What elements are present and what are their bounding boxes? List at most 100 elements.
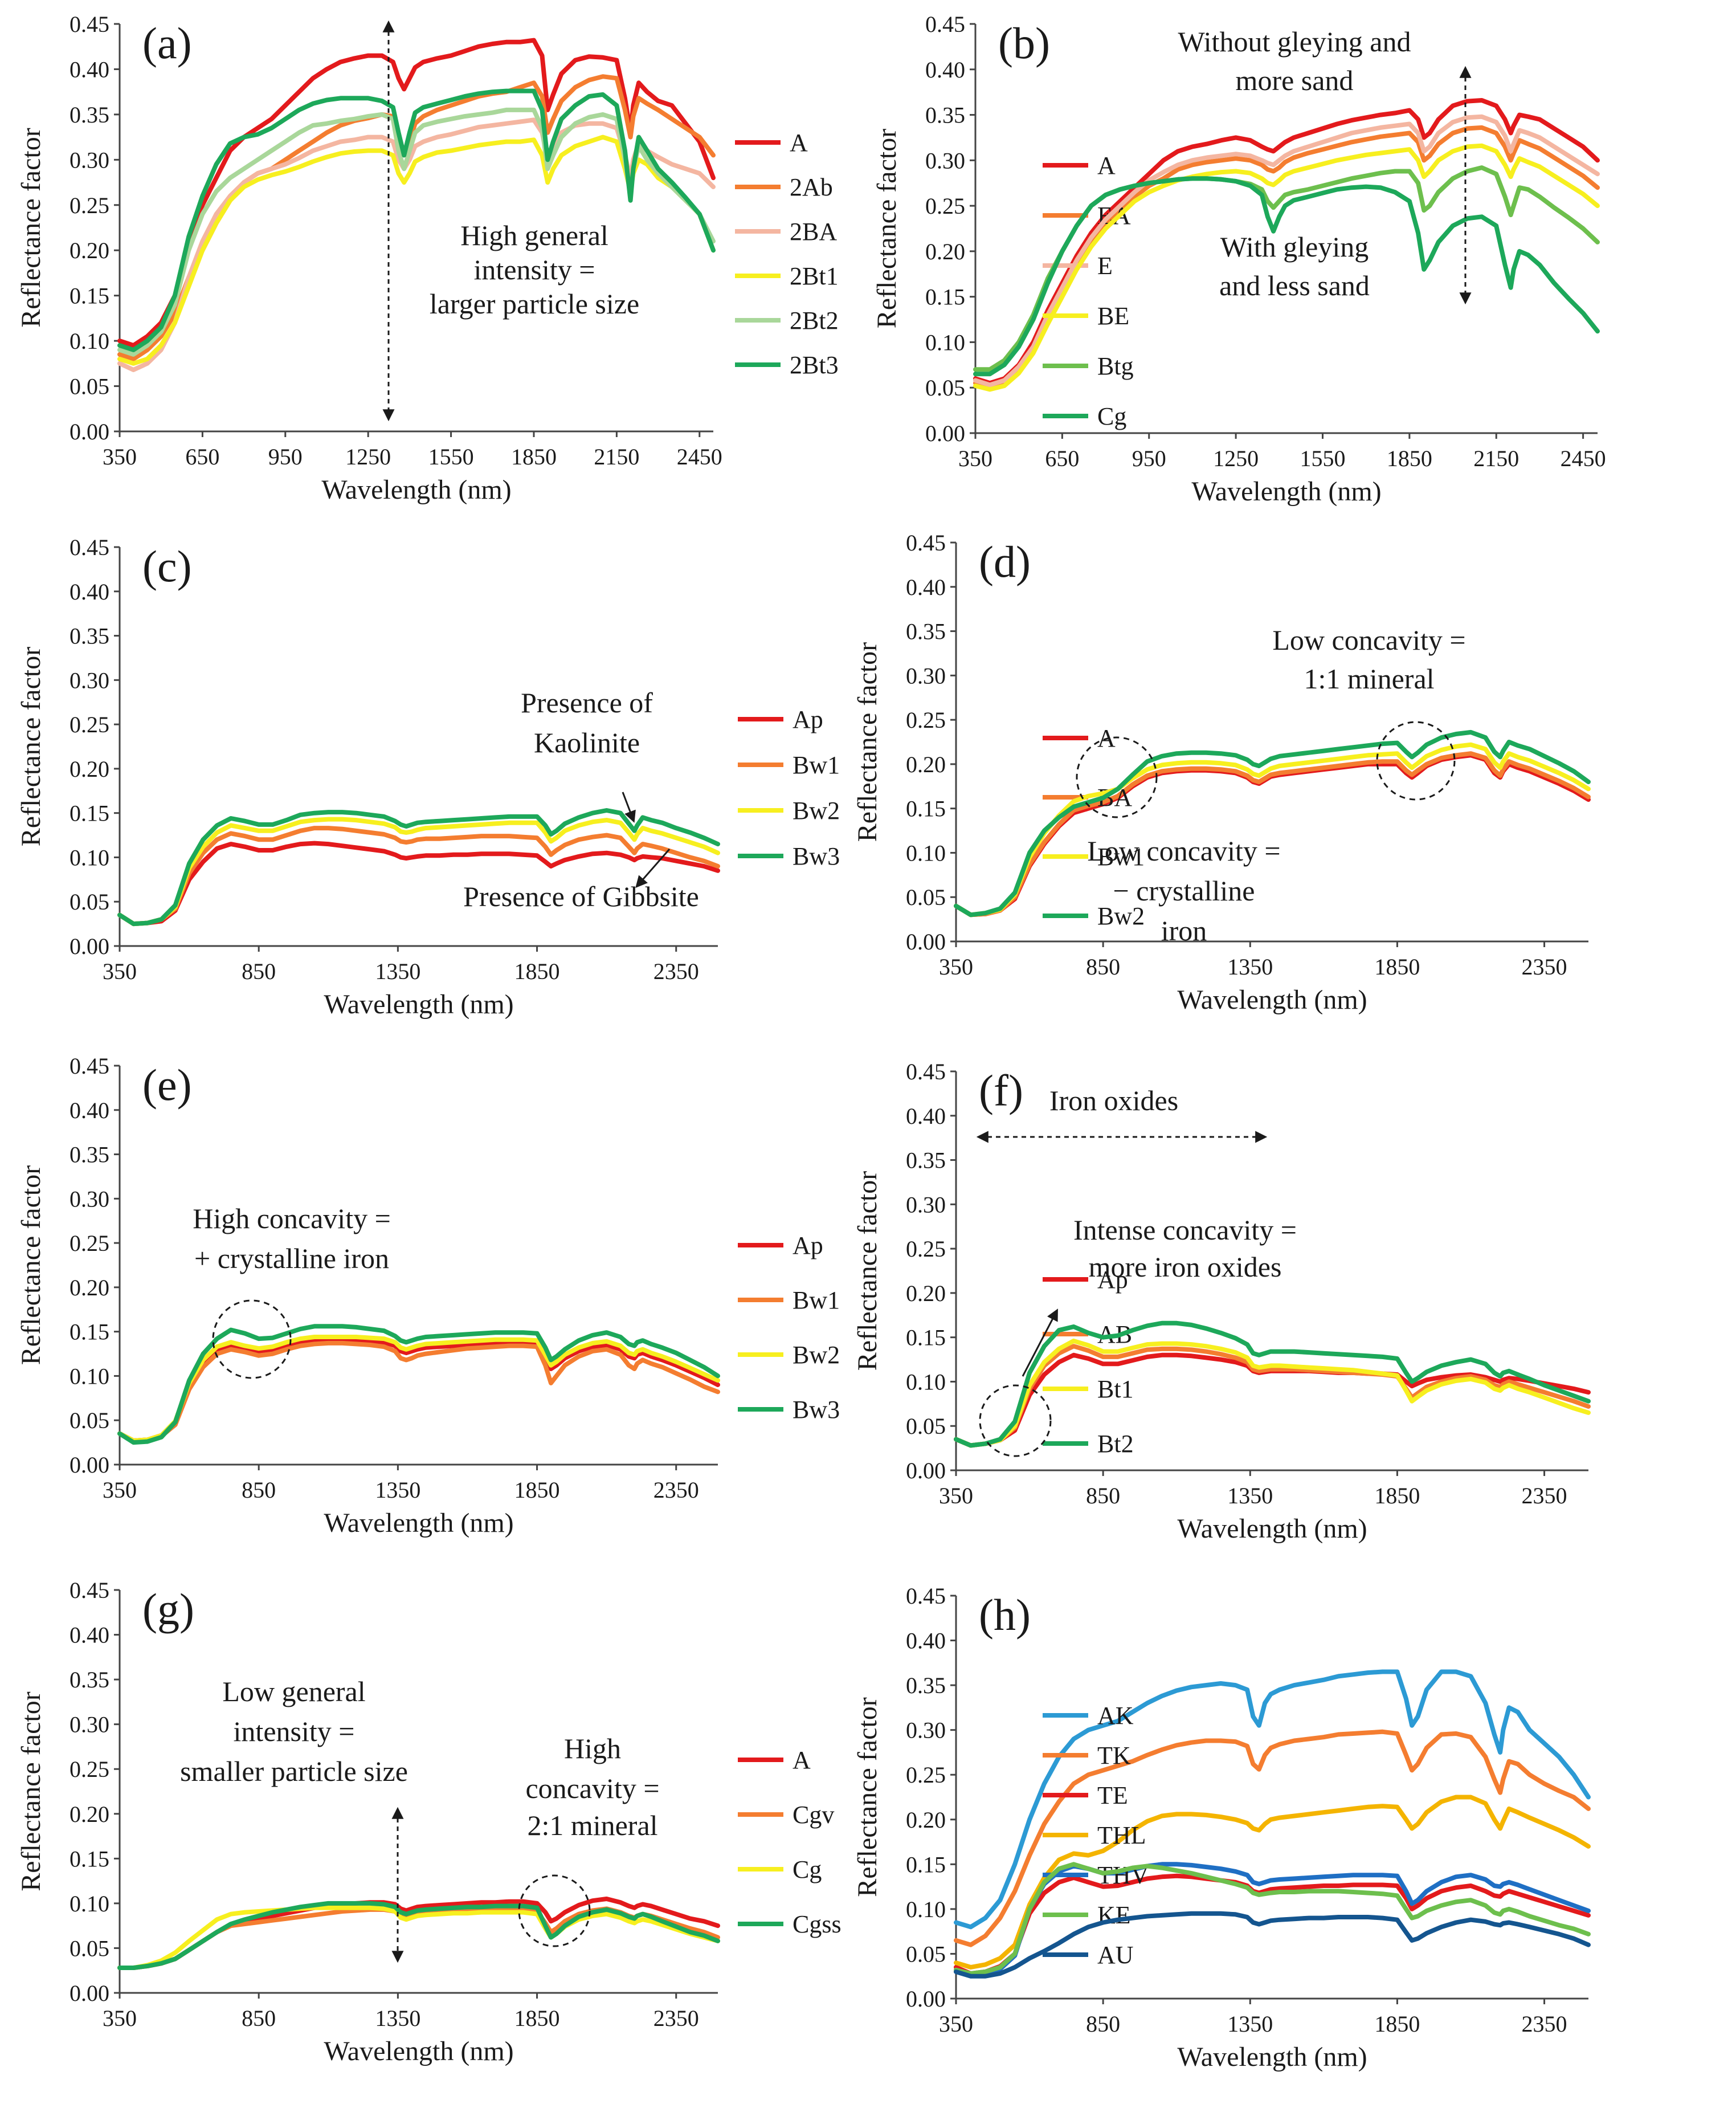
legend-label: Bw2 — [793, 1341, 840, 1369]
y-tick-label: 0.15 — [906, 1852, 946, 1877]
y-tick-label: 0.10 — [906, 840, 946, 866]
annotation-text: Presence of Gibbsite — [463, 880, 699, 912]
x-tick-label: 650 — [185, 444, 219, 470]
x-tick-label: 950 — [1132, 446, 1166, 471]
y-tick-label: 0.25 — [70, 1230, 109, 1256]
x-axis-title: Wavelength (nm) — [1177, 985, 1367, 1015]
x-tick-label: 2350 — [653, 1477, 699, 1503]
annotation-text: 1:1 mineral — [1304, 663, 1434, 695]
y-axis-title: Reflectance factor — [852, 1697, 883, 1897]
y-tick-label: 0.10 — [70, 1363, 109, 1389]
x-tick-label: 1350 — [1227, 1483, 1273, 1508]
y-tick-label: 0.40 — [906, 1628, 946, 1654]
legend-label: E — [1097, 252, 1113, 280]
y-tick-label: 0.40 — [906, 1103, 946, 1129]
x-axis-title: Wavelength (nm) — [324, 2036, 513, 2066]
series-line-Bw1 — [117, 1340, 720, 1443]
x-tick-label: 850 — [1086, 2011, 1120, 2037]
annotation-text: iron — [1161, 915, 1207, 947]
y-tick-label: 0.10 — [70, 845, 109, 870]
legend-label: A — [790, 129, 808, 157]
legend-label: Bt2 — [1097, 1430, 1134, 1458]
annotation-text: more iron oxides — [1089, 1251, 1282, 1283]
panel-a: 0.00 0.05 0.10 0.15 0.20 0.25 0.30 0.35 0.40 0.45… — [16, 11, 839, 505]
legend-label: Bw2 — [1097, 902, 1145, 930]
annotation-text: concavity = — [525, 1772, 659, 1804]
legend-label: 2Bt2 — [790, 307, 839, 335]
series-line-KE — [954, 1862, 1591, 1976]
legend-label: Cg — [793, 1856, 822, 1883]
x-axis-title: Wavelength (nm) — [321, 475, 511, 505]
arrow — [635, 849, 671, 888]
panel-b: 0.00 0.05 0.10 0.15 0.20 0.25 0.30 0.35 0.40 0.45… — [872, 11, 1606, 507]
x-axis-title: Wavelength (nm) — [324, 1508, 513, 1538]
x-tick-label: 1350 — [1227, 954, 1273, 980]
legend-label: Bw2 — [793, 797, 840, 825]
x-tick-label: 1250 — [1213, 446, 1259, 471]
y-axis-title: Reflectance factor — [872, 129, 902, 328]
legend-label: TK — [1097, 1742, 1131, 1769]
series-line-Bw2 — [117, 1335, 720, 1443]
y-tick-label: 0.10 — [906, 1369, 946, 1395]
panel-h: 0.00 0.05 0.10 0.15 0.20 0.25 0.30 0.35 0.40 0.45… — [852, 1583, 1591, 2072]
annotation-text: intensity = — [234, 1715, 355, 1747]
legend-label: Bt1 — [1097, 1375, 1134, 1403]
annotation-text: Kaolinite — [534, 727, 640, 759]
legend-label: TE — [1097, 1781, 1128, 1809]
legend-label: Bw1 — [793, 1286, 840, 1314]
y-tick-label: 0.25 — [70, 1756, 109, 1782]
y-tick-label: 0.20 — [906, 1807, 946, 1833]
x-tick-label: 1350 — [375, 1477, 420, 1503]
dashed-circle — [518, 1874, 591, 1947]
x-tick-label: 1850 — [1387, 446, 1432, 471]
series-line-Bt2 — [954, 1320, 1591, 1448]
y-tick-label: 0.15 — [70, 1846, 109, 1871]
series-line-A — [973, 98, 1600, 386]
legend-label: 2Ab — [790, 173, 833, 201]
annotation-text: Presence of — [521, 687, 653, 719]
y-tick-label: 0.00 — [70, 1452, 109, 1478]
y-tick-label: 0.00 — [906, 929, 946, 955]
dashed-circle — [979, 1384, 1052, 1457]
x-tick-label: 1850 — [1374, 1483, 1420, 1508]
y-tick-label: 0.20 — [70, 1275, 109, 1300]
y-tick-label: 0.15 — [70, 283, 109, 309]
annotation-text: intensity = — [474, 254, 595, 286]
panel-label: (a) — [142, 18, 192, 68]
y-tick-label: 0.30 — [70, 1712, 109, 1738]
y-axis-title: Reflectance factor — [16, 1691, 46, 1891]
series-line-AU — [954, 1911, 1591, 1979]
y-tick-label: 0.30 — [70, 147, 109, 173]
y-tick-label: 0.10 — [70, 1891, 109, 1917]
panel-d: 0.00 0.05 0.10 0.15 0.20 0.25 0.30 0.35 0.40 0.45… — [852, 530, 1591, 1015]
annotation-text: Intense concavity = — [1073, 1214, 1297, 1246]
series-line-Bw3 — [117, 808, 720, 927]
annotation-text: + crystalline iron — [194, 1242, 389, 1274]
x-tick-label: 2350 — [1522, 2011, 1567, 2037]
series-line-BA — [954, 751, 1591, 918]
y-tick-label: 0.25 — [70, 712, 109, 737]
y-tick-label: 0.40 — [906, 574, 946, 600]
panel-label: (e) — [142, 1060, 192, 1110]
y-tick-label: 0.45 — [906, 1059, 946, 1084]
panel-label: (d) — [979, 537, 1031, 586]
y-tick-label: 0.20 — [925, 239, 965, 264]
annotation-text: − crystalline — [1113, 875, 1255, 907]
legend-label: Bw1 — [1097, 843, 1145, 871]
panel-label: (b) — [998, 18, 1050, 68]
legend-label: THL — [1097, 1821, 1146, 1849]
x-tick-label: 350 — [103, 1477, 137, 1503]
x-tick-label: 1850 — [514, 1477, 560, 1503]
y-tick-label: 0.35 — [925, 103, 965, 128]
x-tick-label: 2350 — [1522, 954, 1567, 980]
y-tick-label: 0.35 — [70, 623, 109, 649]
y-tick-label: 0.30 — [906, 663, 946, 688]
x-tick-label: 350 — [103, 2005, 137, 2031]
y-tick-label: 0.20 — [70, 238, 109, 263]
y-tick-label: 0.20 — [70, 756, 109, 782]
y-tick-label: 0.30 — [906, 1192, 946, 1217]
series-line-AB — [954, 1344, 1591, 1448]
y-tick-label: 0.10 — [70, 328, 109, 354]
legend-label: Bw1 — [793, 751, 840, 779]
legend-label: A — [793, 1746, 811, 1774]
